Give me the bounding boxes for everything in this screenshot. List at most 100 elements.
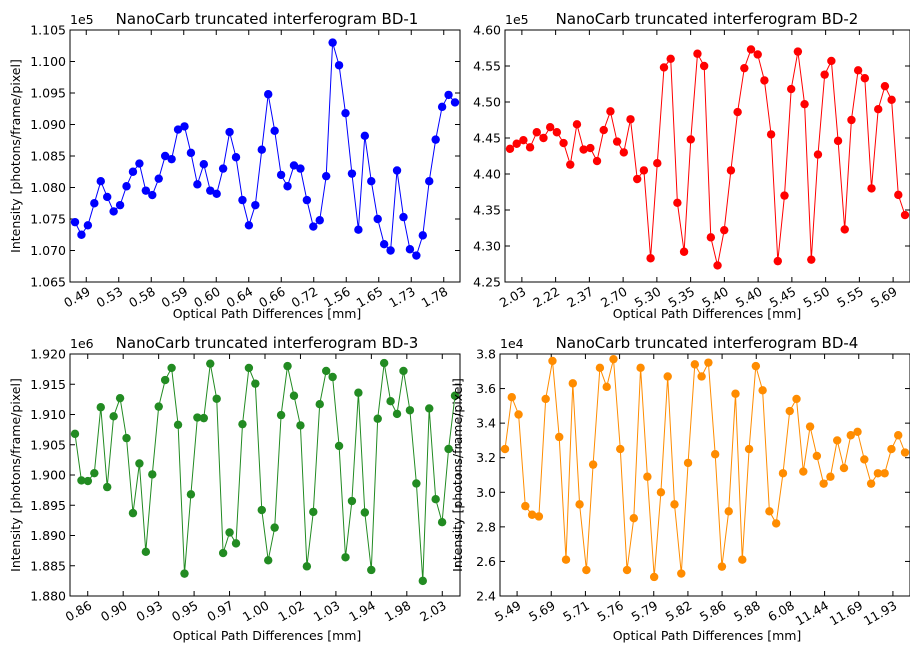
data-point: [507, 393, 516, 402]
data-point: [894, 190, 903, 200]
data-point: [283, 361, 292, 371]
data-point: [819, 479, 828, 488]
data-point: [392, 409, 402, 419]
x-tick-label: 5.79: [629, 598, 661, 625]
data-point: [636, 363, 645, 373]
data-point: [109, 207, 118, 216]
data-point: [103, 192, 112, 202]
x-tick-label: 0.93: [134, 598, 166, 625]
data-point: [799, 467, 808, 476]
x-tick-label: 2.03: [497, 284, 529, 311]
y-tick-label: 1.085: [30, 149, 66, 164]
x-axis-label: Optical Path Differences [mm]: [173, 628, 362, 643]
data-point: [122, 433, 131, 443]
x-tick-label: 5.69: [868, 284, 900, 311]
data-point: [186, 148, 196, 158]
x-tick-label: 0.53: [94, 284, 126, 311]
y-tick-label: 1.920: [30, 347, 66, 362]
data-point: [612, 137, 622, 146]
data-point: [751, 361, 761, 371]
x-tick-label: 5.50: [801, 284, 833, 311]
data-point: [141, 186, 151, 195]
y-tick-label: 1.890: [30, 528, 66, 543]
data-point: [586, 143, 595, 153]
data-point: [813, 150, 823, 159]
y-tick-label: 1.915: [30, 377, 66, 392]
data-point: [720, 225, 729, 235]
data-point: [431, 135, 440, 144]
x-tick-label: 0.95: [169, 598, 201, 625]
data-point: [341, 108, 350, 118]
y-axis-multiplier: 1e4: [500, 336, 524, 351]
data-point: [559, 138, 568, 148]
data-point: [724, 507, 733, 516]
data-point: [128, 508, 138, 518]
data-point: [418, 231, 427, 240]
data-point: [773, 256, 782, 266]
y-tick-label: 2.6: [476, 554, 496, 569]
data-point: [238, 419, 247, 429]
data-point: [405, 406, 415, 415]
chart-title: NanoCarb truncated interferogram BD-3: [116, 334, 419, 352]
data-point: [514, 410, 523, 419]
panel-bd-4: NanoCarb truncated interferogram BD-4 In…: [450, 334, 910, 643]
data-point: [792, 394, 801, 404]
data-point: [827, 56, 836, 66]
x-tick-label: 5.76: [594, 598, 626, 625]
data-point: [167, 363, 176, 373]
data-point: [595, 363, 605, 373]
data-point: [643, 472, 652, 481]
data-point: [302, 195, 312, 205]
data-point: [887, 95, 896, 105]
data-point: [619, 148, 629, 157]
data-point: [244, 221, 254, 230]
data-point: [900, 448, 910, 457]
data-point: [193, 413, 202, 422]
data-point: [135, 159, 144, 168]
data-point: [726, 166, 736, 175]
data-point: [622, 565, 632, 575]
data-point: [826, 472, 835, 481]
data-point: [225, 127, 234, 137]
data-point: [740, 63, 749, 73]
data-point: [582, 565, 591, 575]
data-point: [609, 354, 618, 364]
data-point: [379, 240, 389, 249]
series-line: [509, 48, 906, 266]
chart-title: NanoCarb truncated interferogram BD-1: [116, 10, 419, 28]
x-tick-label: 1.65: [354, 284, 386, 311]
data-point: [186, 490, 196, 499]
y-tick-label: 2.8: [476, 519, 496, 534]
data-point: [833, 436, 842, 445]
x-tick-label: 5.49: [492, 598, 524, 625]
y-axis-label: Intensity [photons/frame/pixel]: [8, 59, 23, 253]
data-point: [251, 379, 260, 388]
plot-frame: [504, 29, 910, 283]
data-point: [309, 222, 318, 231]
data-point: [154, 402, 163, 411]
x-tick-label: 0.90: [98, 598, 130, 625]
y-tick-label: 1.900: [30, 468, 66, 483]
x-tick-label: 1.94: [346, 598, 378, 625]
x-tick-label: 5.55: [834, 284, 866, 311]
data-point: [833, 136, 843, 146]
data-point: [96, 177, 105, 186]
data-point: [257, 505, 266, 515]
data-point: [521, 501, 530, 511]
data-point: [289, 391, 299, 400]
x-tick-label: 11.69: [827, 598, 866, 629]
data-point: [109, 412, 118, 421]
data-point: [606, 107, 615, 116]
data-point: [347, 496, 357, 506]
plot-frame: [69, 353, 461, 597]
data-point: [328, 372, 337, 382]
y-tick-label: 1.070: [30, 243, 66, 258]
data-point: [771, 519, 781, 528]
data-point: [693, 49, 702, 58]
y-tick-label: 1.895: [30, 498, 66, 513]
y-tick-label: 1.910: [30, 407, 66, 422]
x-tick-label: 1.03: [311, 598, 343, 625]
x-axis-label: Optical Path Differences [mm]: [613, 306, 802, 321]
data-point: [805, 422, 815, 431]
